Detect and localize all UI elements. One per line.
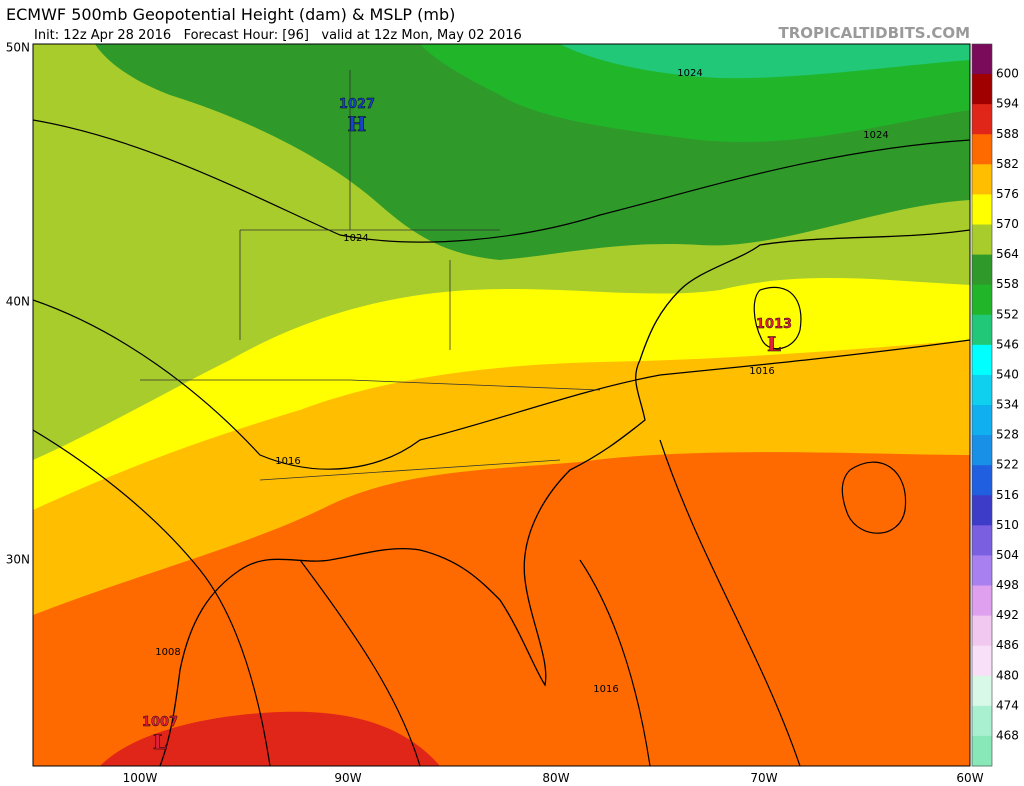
colorbar-label: 552	[996, 307, 1019, 321]
lon-label: 70W	[750, 771, 777, 785]
contour-label: 1008	[155, 647, 180, 658]
colorbar-segment	[972, 254, 992, 286]
colorbar-segment	[972, 284, 992, 316]
pressure-symbol: L	[767, 332, 781, 356]
colorbar-segment	[972, 555, 992, 586]
pressure-symbol: H	[348, 112, 367, 136]
colorbar-segment	[972, 615, 992, 647]
colorbar-segment	[972, 735, 992, 767]
colorbar-segment	[972, 435, 992, 466]
colorbar-label: 510	[996, 518, 1019, 532]
colorbar-label: 534	[996, 398, 1019, 412]
colorbar-segment	[972, 675, 992, 707]
colorbar-segment	[972, 224, 992, 256]
contour-label: 1016	[593, 684, 618, 695]
colorbar-label: 528	[996, 428, 1019, 442]
pressure-value: 1013	[756, 317, 792, 332]
contour-label: 1016	[275, 456, 300, 467]
lon-label: 100W	[123, 771, 158, 785]
pressure-symbol: L	[153, 730, 167, 754]
colorbar-label: 474	[996, 698, 1019, 712]
colorbar-label: 594	[996, 97, 1019, 111]
colorbar-label: 516	[996, 488, 1019, 502]
colorbar-segment	[972, 74, 992, 105]
colorbar-label: 564	[996, 247, 1019, 261]
colorbar-label: 558	[996, 277, 1019, 291]
lat-label: 50N	[6, 41, 30, 55]
lat-label: 30N	[6, 553, 30, 567]
subtitle: Init: 12z Apr 28 2016 Forecast Hour: [96…	[34, 28, 522, 43]
colorbar-segment	[972, 705, 992, 737]
colorbar-label: 588	[996, 127, 1019, 141]
colorbar-segment	[972, 495, 992, 526]
colorbar-label: 504	[996, 548, 1019, 562]
colorbar-segment	[972, 465, 992, 496]
colorbar-segment	[972, 44, 992, 75]
pressure-value: 1007	[142, 715, 178, 730]
map-frame	[32, 43, 971, 767]
lon-label: 90W	[334, 771, 361, 785]
colorbar-segment	[972, 525, 992, 556]
coastlines	[140, 70, 970, 766]
band-588	[100, 711, 440, 766]
colorbar-label: 486	[996, 638, 1019, 652]
colorbar-segment	[972, 645, 992, 677]
colorbar-segment	[972, 374, 992, 406]
contour-label: 1024	[677, 68, 702, 79]
watermark: TROPICALTIDBITS.COM	[779, 24, 971, 42]
lon-label: 80W	[542, 771, 569, 785]
band-546	[560, 44, 970, 79]
colorbar-frame	[971, 43, 993, 767]
colorbar-segment	[972, 405, 992, 436]
pressure-value: 1027	[339, 97, 375, 112]
colorbar-label: 468	[996, 728, 1019, 742]
colorbar-label: 480	[996, 668, 1019, 682]
colorbar-segment	[972, 194, 992, 225]
colorbar-label: 570	[996, 217, 1019, 231]
contour-label: 1024	[863, 130, 888, 141]
colorbar-segment	[972, 164, 992, 195]
colorbar-segment	[972, 104, 992, 135]
lon-label: 60W	[956, 771, 983, 785]
colorbar-label: 582	[996, 157, 1019, 171]
title: ECMWF 500mb Geopotential Height (dam) & …	[6, 5, 455, 24]
colorbar-segment	[972, 344, 992, 376]
colorbar-segment	[972, 134, 992, 165]
contour-label: 1024	[343, 233, 368, 244]
colorbar-label: 576	[996, 187, 1019, 201]
colorbar-segment	[972, 314, 992, 346]
pressure-contours	[33, 119, 970, 766]
colorbar-label: 540	[996, 367, 1019, 381]
colorbar-segment	[972, 585, 992, 617]
colorbar-label: 522	[996, 458, 1019, 472]
contour-label: 1016	[749, 366, 774, 377]
map-area	[33, 44, 970, 766]
colorbar-label: 498	[996, 578, 1019, 592]
colorbar-label: 546	[996, 337, 1019, 351]
colorbar-label: 492	[996, 608, 1019, 622]
labels: 50N 40N 30N 100W 90W 80W 70W 60W 1024 1024 1024 101…	[6, 41, 1019, 786]
colorbar-label: 600	[996, 67, 1019, 81]
lat-label: 40N	[6, 295, 30, 309]
